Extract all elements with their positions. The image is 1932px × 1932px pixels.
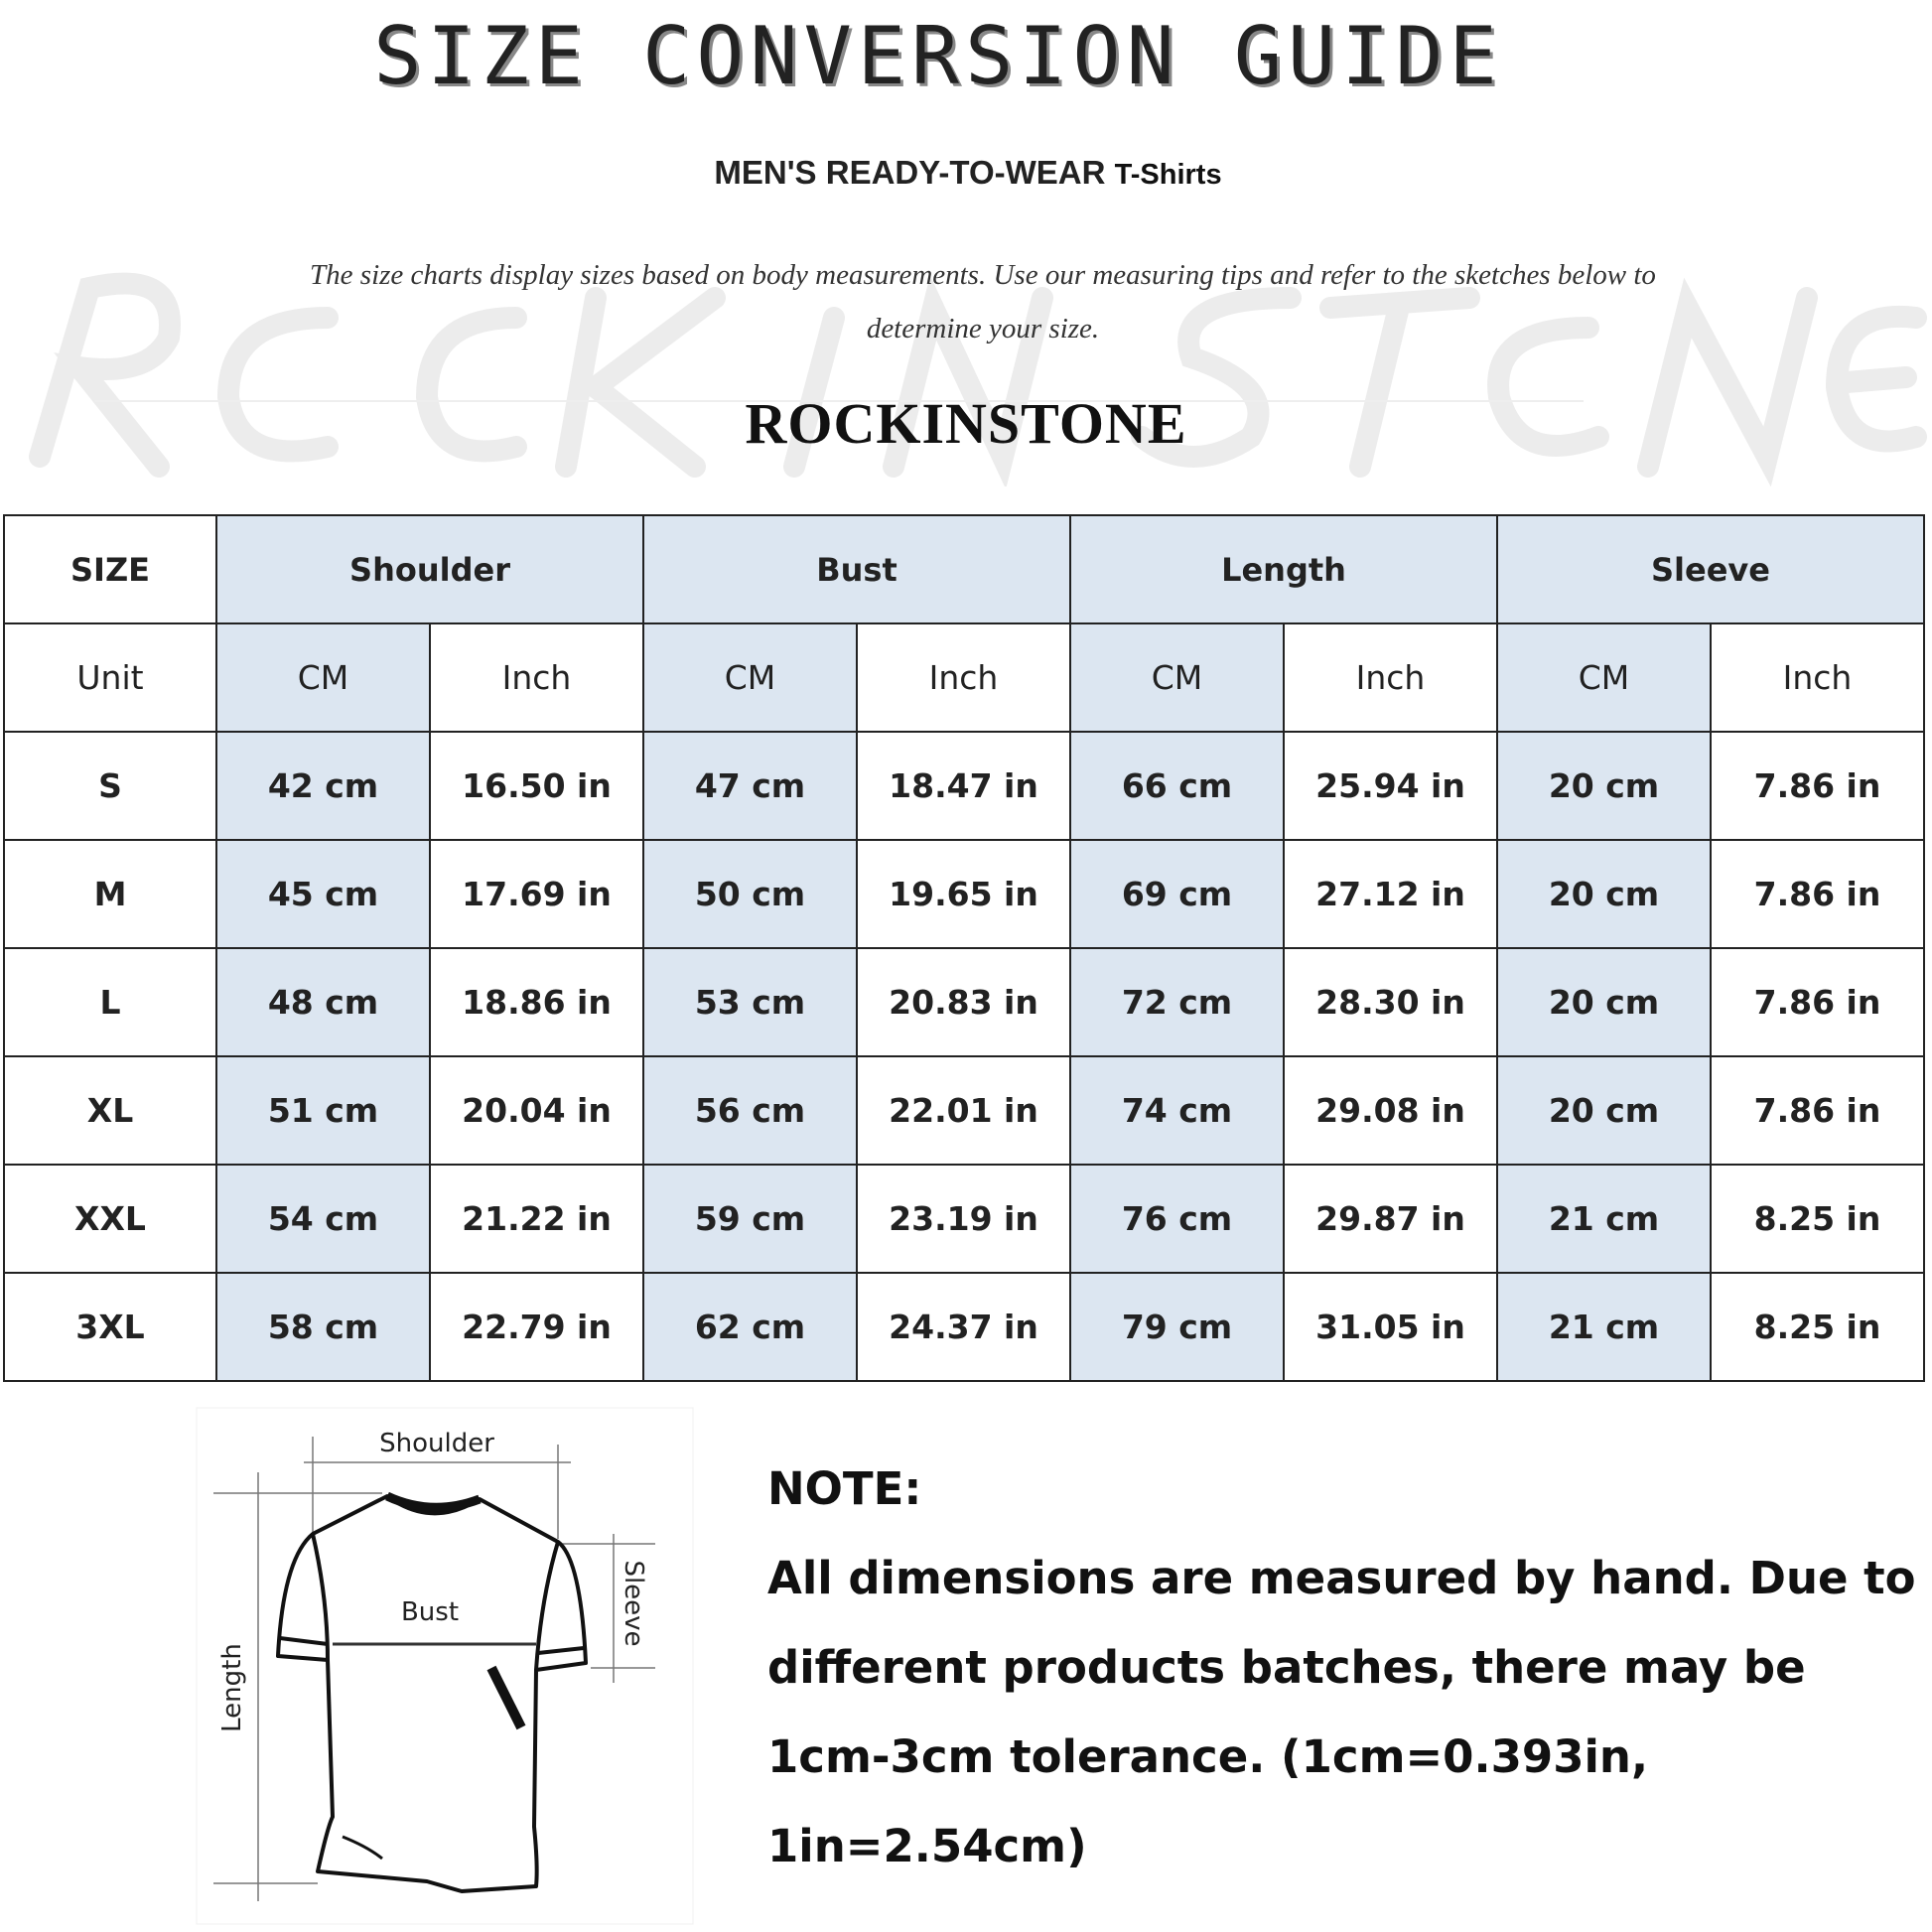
subtitle-product: T-Shirts [1114,159,1222,191]
size-table: SIZE Shoulder Bust Length Sleeve Unit CM Inch CM… [3,514,1925,1382]
unit-cm: CM [1496,622,1712,733]
measurement-cell: 72 cm [1069,947,1285,1057]
description: The size charts display sizes based on b… [310,259,1656,345]
measurement-cell: 8.25 in [1710,1272,1925,1382]
table-row: XL 51 cm 20.04 in 56 cm 22.01 in 74 cm 29.08 i… [3,1055,1925,1166]
measurement-cell: 47 cm [642,731,858,841]
tshirt-outline [276,1491,588,1893]
size-cell: XL [3,1055,217,1166]
group-header-shoulder: Shoulder [215,514,644,624]
measurement-cell: 21.22 in [429,1164,644,1274]
group-header-length: Length [1069,514,1498,624]
size-header: SIZE [3,514,217,624]
measurement-cell: 22.79 in [429,1272,644,1382]
unit-inch: Inch [429,622,644,733]
measurement-cell: 45 cm [215,839,431,949]
measurement-cell: 74 cm [1069,1055,1285,1166]
note: NOTE: All dimensions are measured by han… [767,1445,1919,1891]
measurement-cell: 20.83 in [856,947,1071,1057]
measurement-cell: 16.50 in [429,731,644,841]
sketch-label-bust: Bust [401,1597,459,1627]
measurement-cell: 20 cm [1496,839,1712,949]
subtitle-main: MEN'S READY-TO-WEAR [714,154,1106,191]
measurement-cell: 69 cm [1069,839,1285,949]
note-body: All dimensions are measured by hand. Due… [767,1552,1916,1872]
measurement-cell: 59 cm [642,1164,858,1274]
size-cell: S [3,731,217,841]
divider [94,400,1584,402]
size-cell: 3XL [3,1272,217,1382]
measure-lines [213,1437,655,1901]
unit-inch: Inch [1710,622,1925,733]
measurement-cell: 29.87 in [1283,1164,1498,1274]
unit-label: Unit [3,622,217,733]
watermark-brush-lettering [29,272,1927,486]
measurement-cell: 22.01 in [856,1055,1071,1166]
note-heading: NOTE: [767,1462,922,1515]
measurement-cell: 25.94 in [1283,731,1498,841]
unit-inch: Inch [1283,622,1498,733]
group-header-sleeve: Sleeve [1496,514,1925,624]
measurement-cell: 18.47 in [856,731,1071,841]
page-title: SIZE CONVERSION GUIDE [373,10,1503,102]
measurement-cell: 79 cm [1069,1272,1285,1382]
header-row: SIZE Shoulder Bust Length Sleeve [3,514,1925,624]
measurement-cell: 8.25 in [1710,1164,1925,1274]
table-row: L 48 cm 18.86 in 53 cm 20.83 in 72 cm 28.30 in… [3,947,1925,1057]
group-header-bust: Bust [642,514,1071,624]
table-row: XXL 54 cm 21.22 in 59 cm 23.19 in 76 cm 29.87 … [3,1164,1925,1274]
measurement-cell: 21 cm [1496,1272,1712,1382]
table-row: M 45 cm 17.69 in 50 cm 19.65 in 69 cm 27.12 in… [3,839,1925,949]
measurement-cell: 53 cm [642,947,858,1057]
measurement-cell: 56 cm [642,1055,858,1166]
table-row: 3XL 58 cm 22.79 in 62 cm 24.37 in 79 cm 31.05 … [3,1272,1925,1382]
unit-inch: Inch [856,622,1071,733]
sketch-label-sleeve: Sleeve [619,1560,648,1646]
measurement-cell: 20 cm [1496,731,1712,841]
measurement-cell: 58 cm [215,1272,431,1382]
sketch-label-length: Length [217,1643,247,1732]
unit-cm: CM [642,622,858,733]
measurement-cell: 76 cm [1069,1164,1285,1274]
measurement-cell: 20.04 in [429,1055,644,1166]
measurement-cell: 48 cm [215,947,431,1057]
measurement-cell: 66 cm [1069,731,1285,841]
measurement-cell: 17.69 in [429,839,644,949]
measurement-cell: 7.86 in [1710,731,1925,841]
measurement-cell: 7.86 in [1710,1055,1925,1166]
unit-cm: CM [1069,622,1285,733]
size-cell: L [3,947,217,1057]
measurement-cell: 21 cm [1496,1164,1712,1274]
unit-row: Unit CM Inch CM Inch CM Inch CM Inch [3,622,1925,733]
subtitle: MEN'S READY-TO-WEAR T-Shirts [0,154,1932,192]
measurement-cell: 28.30 in [1283,947,1498,1057]
measurement-cell: 54 cm [215,1164,431,1274]
measurement-cell: 31.05 in [1283,1272,1498,1382]
measurement-cell: 29.08 in [1283,1055,1498,1166]
measurement-cell: 23.19 in [856,1164,1071,1274]
measurement-cell: 24.37 in [856,1272,1071,1382]
sketch-label-shoulder: Shoulder [379,1429,494,1458]
measurement-cell: 18.86 in [429,947,644,1057]
size-cell: XXL [3,1164,217,1274]
tshirt-measurement-sketch: Shoulder Bust Length Sleeve [196,1407,694,1925]
measurement-cell: 62 cm [642,1272,858,1382]
unit-cm: CM [215,622,431,733]
measurement-cell: 50 cm [642,839,858,949]
measurement-cell: 7.86 in [1710,839,1925,949]
measurement-cell: 19.65 in [856,839,1071,949]
measurement-cell: 20 cm [1496,1055,1712,1166]
size-cell: M [3,839,217,949]
measurement-cell: 42 cm [215,731,431,841]
measurement-cell: 20 cm [1496,947,1712,1057]
measurement-cell: 27.12 in [1283,839,1498,949]
table-row: S 42 cm 16.50 in 47 cm 18.47 in 66 cm 25.94 in… [3,731,1925,841]
measurement-cell: 7.86 in [1710,947,1925,1057]
measurement-cell: 51 cm [215,1055,431,1166]
brand-name: ROCKINSTONE [745,391,1187,456]
